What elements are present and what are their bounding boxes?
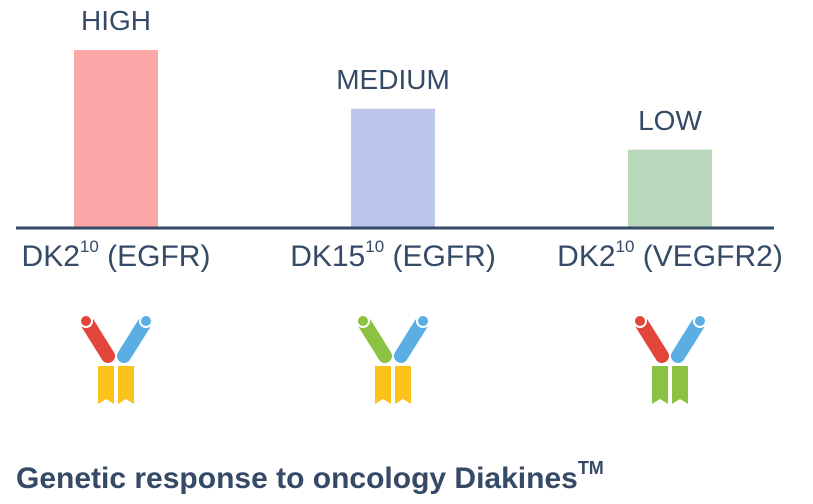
antibody-icon (76, 312, 156, 408)
caption-text: Genetic response to oncology Diakines (16, 462, 578, 495)
category-name: DK15 (290, 240, 366, 273)
bar-3 (628, 149, 712, 228)
category-superscript: 10 (79, 237, 99, 256)
bar-chart (16, 50, 774, 230)
trademark-sup: TM (577, 458, 604, 478)
bar-level-label: HIGH (81, 5, 151, 36)
category-target: (VEGFR2) (634, 240, 783, 273)
category-name: DK2 (21, 240, 80, 273)
bar-level-label: LOW (638, 104, 702, 136)
category-target: (EGFR) (98, 240, 211, 273)
category-name: DK2 (557, 240, 616, 273)
bar-level-label: MEDIUM (336, 63, 450, 95)
category-superscript: 10 (615, 237, 635, 256)
bar-1 (74, 50, 158, 228)
antibody-icon (353, 312, 433, 408)
chart-caption: Genetic response to oncology DiakinesTM (16, 459, 604, 496)
category-target: (EGFR) (384, 240, 496, 273)
category-label: DK210 (VEGFR2) (557, 237, 783, 274)
category-label: DK1510 (EGFR) (290, 237, 496, 274)
category-label: DK210 (EGFR) (21, 237, 211, 274)
antibody-icon (630, 312, 710, 408)
bar-2 (351, 108, 435, 228)
category-superscript: 10 (365, 237, 385, 256)
